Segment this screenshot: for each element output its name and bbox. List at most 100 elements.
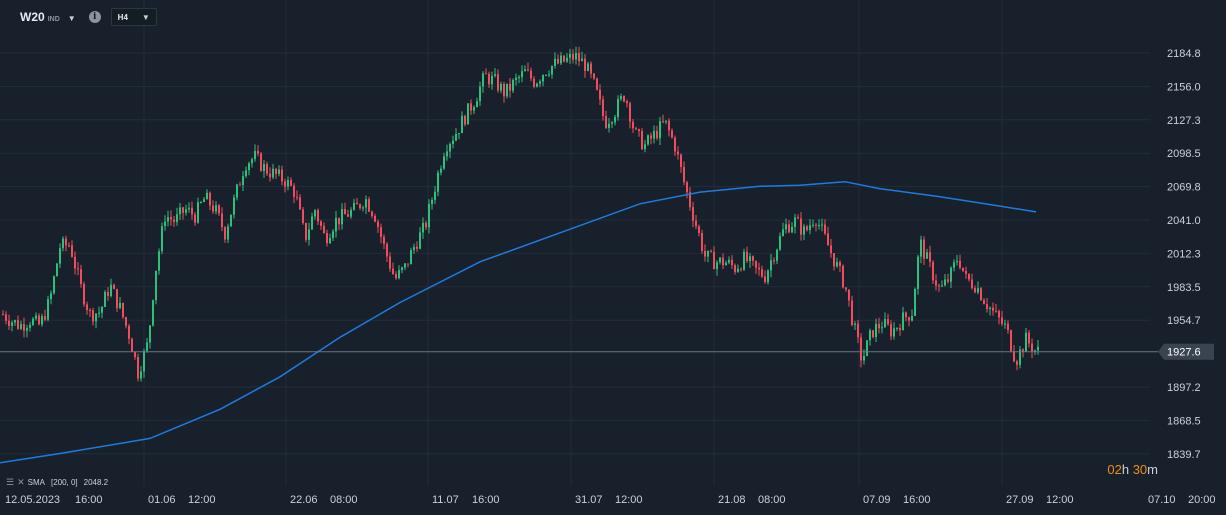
candle-body[interactable] [242,176,244,186]
candle-body[interactable] [23,324,25,331]
candle-body[interactable] [581,58,583,62]
candle-body[interactable] [305,222,307,240]
candle-body[interactable] [743,251,745,270]
candle-body[interactable] [872,330,874,338]
candle-body[interactable] [725,262,727,266]
close-icon[interactable]: ✕ [17,477,25,487]
candle-body[interactable] [791,226,793,233]
candle-body[interactable] [329,237,331,244]
candle-body[interactable] [674,137,676,152]
candle-body[interactable] [863,355,865,361]
candle-body[interactable] [896,327,898,329]
candle-body[interactable] [542,75,544,82]
candle-body[interactable] [413,246,415,251]
candle-body[interactable] [215,205,217,212]
candle-body[interactable] [263,164,265,171]
candle-body[interactable] [935,280,937,286]
candle-body[interactable] [173,219,175,222]
candle-body[interactable] [797,217,799,219]
candle-body[interactable] [671,130,673,138]
candle-body[interactable] [662,121,664,123]
candle-body[interactable] [599,89,601,100]
candle-body[interactable] [950,267,952,282]
candle-body[interactable] [398,270,400,279]
candle-body[interactable] [299,197,301,210]
candle-body[interactable] [911,315,913,321]
candle-body[interactable] [230,214,232,227]
candle-body[interactable] [845,287,847,290]
candle-body[interactable] [323,225,325,234]
candle-body[interactable] [314,210,316,217]
candle-body[interactable] [917,256,919,289]
candle-body[interactable] [134,351,136,358]
candle-body[interactable] [536,83,538,87]
candle-body[interactable] [260,153,262,171]
candle-body[interactable] [389,256,391,269]
candle-body[interactable] [62,238,64,249]
candle-body[interactable] [905,312,907,318]
candle-body[interactable] [788,224,790,233]
candle-body[interactable] [692,207,694,221]
candle-body[interactable] [395,274,397,279]
candle-body[interactable] [650,135,652,139]
candle-body[interactable] [284,181,286,187]
timeframe-selector[interactable]: H4 ▼ [110,8,157,26]
candle-body[interactable] [425,222,427,228]
candle-body[interactable] [971,279,973,288]
candle-body[interactable] [368,199,370,212]
candle-body[interactable] [701,233,703,251]
candle-body[interactable] [941,285,943,287]
candle-body[interactable] [446,151,448,157]
candle-body[interactable] [632,121,634,129]
candle-body[interactable] [860,337,862,361]
candle-body[interactable] [878,323,880,329]
candle-body[interactable] [890,324,892,337]
candle-body[interactable] [359,204,361,208]
candle-body[interactable] [1013,351,1015,362]
candle-body[interactable] [206,192,208,200]
candle-body[interactable] [752,256,754,261]
candle-body[interactable] [194,214,196,223]
symbol-selector[interactable]: W20 IND ▼ [20,10,76,24]
candle-body[interactable] [611,122,613,124]
candle-body[interactable] [695,220,697,227]
candle-body[interactable] [578,52,580,62]
candle-body[interactable] [452,140,454,144]
candle-body[interactable] [776,249,778,261]
chevron-down-icon[interactable]: ▼ [141,12,150,22]
candle-body[interactable] [527,69,529,71]
candle-body[interactable] [1028,332,1030,344]
candle-body[interactable] [602,99,604,116]
candle-body[interactable] [308,229,310,240]
candle-body[interactable] [626,101,628,104]
candle-body[interactable] [635,128,637,130]
candle-body[interactable] [587,63,589,71]
sma-line[interactable] [0,180,1037,464]
candle-body[interactable] [17,320,19,329]
candle-body[interactable] [704,250,706,257]
candle-body[interactable] [572,53,574,60]
chevron-down-icon[interactable]: ▼ [67,14,76,23]
candle-body[interactable] [563,55,565,62]
candle-body[interactable] [980,288,982,301]
candle-body[interactable] [551,65,553,75]
candle-body[interactable] [158,251,160,271]
candle-body[interactable] [77,268,79,270]
candle-body[interactable] [683,166,685,183]
candle-body[interactable] [239,184,241,186]
candle-body[interactable] [617,99,619,118]
candle-body[interactable] [110,284,112,297]
candle-body[interactable] [404,263,406,268]
candle-body[interactable] [248,163,250,171]
candle-body[interactable] [512,79,514,91]
candle-body[interactable] [989,307,991,309]
candle-body[interactable] [191,207,193,215]
candle-body[interactable] [833,253,835,267]
candle-body[interactable] [449,143,451,152]
candle-body[interactable] [56,263,58,277]
candle-body[interactable] [884,318,886,328]
candle-body[interactable] [269,173,271,178]
candle-body[interactable] [464,115,466,125]
candle-body[interactable] [290,180,292,186]
